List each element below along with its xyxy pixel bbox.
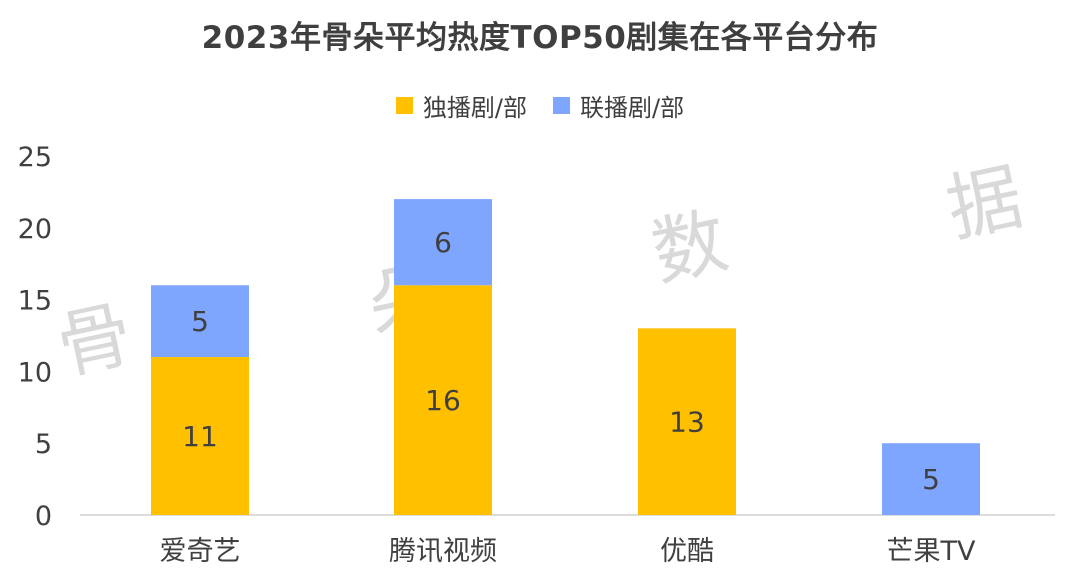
bar-joint (151, 285, 249, 358)
x-tick-label: 爱奇艺 (160, 536, 241, 567)
x-tick-label: 芒果TV (887, 536, 976, 567)
legend-swatch-joint (553, 97, 570, 114)
y-tick-label: 0 (35, 501, 52, 532)
legend-item-joint: 联播剧/部 (553, 88, 684, 123)
y-tick-label: 15 (18, 286, 52, 317)
x-tick-label: 腾讯视频 (389, 536, 497, 567)
watermark-char: 数 (645, 198, 735, 298)
legend: 独播剧/部 联播剧/部 (0, 88, 1080, 123)
legend-item-exclusive: 独播剧/部 (395, 88, 527, 123)
bar-joint (394, 199, 492, 286)
y-tick-label: 25 (18, 142, 52, 173)
bar-exclusive (151, 357, 249, 515)
data-label: 6 (434, 226, 452, 259)
data-label: 13 (669, 406, 705, 439)
y-tick-label: 5 (35, 429, 52, 460)
legend-label-exclusive: 独播剧/部 (422, 94, 527, 122)
data-label: 11 (182, 420, 218, 453)
watermark-char: 据 (940, 154, 1030, 254)
bar-exclusive (638, 328, 736, 515)
legend-swatch-exclusive (395, 97, 413, 114)
y-tick-label: 10 (18, 357, 52, 388)
data-label: 5 (191, 305, 209, 338)
y-tick-label: 20 (18, 214, 52, 245)
data-label: 5 (922, 463, 940, 496)
watermark-char: 骨 (50, 291, 140, 391)
x-tick-label: 优酷 (660, 536, 714, 567)
data-label: 16 (425, 384, 461, 417)
legend-label-joint: 联播剧/部 (580, 94, 685, 122)
bar-exclusive (394, 285, 492, 515)
bar-joint (882, 443, 980, 515)
chart-title: 2023年骨朵平均热度TOP50剧集在各平台分布 (201, 20, 879, 56)
